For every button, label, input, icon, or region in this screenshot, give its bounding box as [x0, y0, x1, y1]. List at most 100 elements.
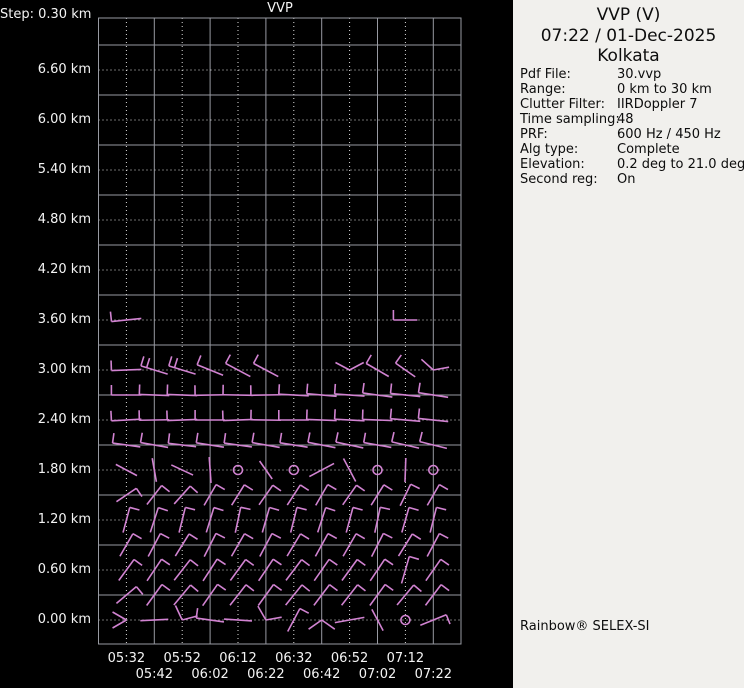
wind-barb-tick: [135, 487, 143, 498]
wind-barb-shaft: [203, 533, 217, 557]
wind-barb-tick: [161, 558, 171, 566]
wind-barb-shaft: [149, 507, 160, 533]
wind-barb-shaft: [147, 533, 162, 557]
field-value: IIRDoppler 7: [617, 97, 698, 112]
wind-barb-shaft: [374, 507, 381, 533]
wind-barb-shaft: [224, 442, 252, 448]
wind-barb-tick: [409, 555, 420, 561]
wind-barb-shaft: [146, 584, 163, 606]
wind-barb-shaft: [196, 364, 224, 376]
wind-barb-tick: [188, 533, 198, 540]
wind-barb-shaft: [340, 584, 359, 606]
wind-barb-shaft: [286, 608, 301, 632]
wind-barb-shaft: [174, 533, 190, 557]
wind-barb-tick: [362, 432, 367, 443]
wind-shaft-bent: [433, 366, 450, 371]
wind-barb-tick: [356, 484, 366, 492]
wind-barb-tick: [329, 583, 338, 592]
wind-barb-tick: [272, 484, 282, 492]
wind-barb-tick: [269, 506, 280, 512]
wind-barb-tick: [243, 484, 254, 491]
x-tick-label: 07:02: [358, 667, 397, 682]
wind-barb-shaft: [139, 393, 170, 397]
panel-field-row: Pdf File: 30.vvp: [513, 67, 744, 82]
wind-barb-tick: [408, 506, 419, 512]
wind-barb-shaft: [251, 441, 280, 449]
wind-barb-shaft: [390, 417, 421, 423]
wind-barb-tick: [111, 433, 115, 444]
wind-barb-shaft: [342, 484, 358, 506]
wind-barb-tick: [195, 608, 199, 619]
wind-barb-shaft: [342, 533, 357, 557]
x-tick-label: 06:52: [330, 651, 369, 666]
wind-barb-tick: [109, 311, 113, 322]
wind-barb-shaft: [111, 418, 142, 422]
y-tick-label: 3.00 km: [37, 362, 91, 377]
wind-barb-shaft: [362, 392, 393, 398]
x-tick-label: 06:32: [275, 651, 313, 666]
wind-shaft-bent: [181, 615, 198, 621]
calm-circle-marker: [372, 464, 383, 476]
wind-barb-tick: [224, 354, 232, 364]
wind-barb-shaft: [112, 442, 141, 448]
wind-barb-shaft: [285, 559, 303, 581]
wind-barb-tick: [161, 583, 171, 592]
field-value: 30.vvp: [617, 67, 662, 82]
wind-barb-shaft: [286, 533, 302, 557]
field-value: 0 km to 30 km: [617, 82, 712, 97]
wind-shaft-bent: [308, 619, 323, 630]
wind-shaft-bent: [265, 616, 282, 621]
wind-barb-shaft: [426, 533, 441, 557]
wind-barb-tick: [335, 432, 339, 443]
wind-barb-shaft: [279, 442, 308, 448]
wind-barb-tick: [252, 354, 259, 364]
field-label: Range:: [520, 82, 566, 97]
wind-barb-shaft: [261, 507, 271, 533]
y-tick-label: 6.60 km: [37, 62, 91, 77]
wind-shaft-bent: [174, 605, 183, 621]
wind-barb-shaft: [201, 583, 219, 607]
field-value: 48: [617, 112, 634, 127]
wind-barb-shaft: [418, 417, 449, 423]
wind-barb-shaft: [369, 584, 386, 606]
panel-field-list: Pdf File: 30.vvp Range: 0 km to 30 km Clutte…: [513, 67, 744, 187]
step-label: Step: 0.30 km: [0, 7, 92, 22]
calm-circle-marker: [400, 614, 411, 626]
wind-barb-shaft: [253, 362, 279, 378]
wind-barb-tick: [145, 357, 151, 368]
wind-shaft: [404, 457, 407, 483]
wind-barb-shaft: [250, 393, 281, 397]
wind-shaft: [223, 618, 253, 622]
wind-barb-shaft: [419, 440, 448, 450]
wind-barb-tick: [439, 532, 449, 539]
wind-barb-tick: [438, 483, 449, 491]
wind-barb-shaft: [119, 533, 134, 557]
x-tick-label: 06:42: [302, 667, 341, 682]
wind-barb-tick: [383, 484, 393, 491]
wind-barb-tick: [440, 583, 450, 592]
wind-barb-shaft: [278, 393, 309, 397]
calm-circle-marker: [427, 464, 439, 476]
field-label: Elevation:: [520, 157, 585, 172]
wind-barb-shaft: [314, 533, 329, 557]
wind-barb-shaft: [146, 485, 163, 505]
wind-barb-tick: [299, 607, 310, 614]
wind-barb-shaft: [259, 533, 273, 557]
wind-barb-tick: [445, 614, 451, 625]
wind-barb-tick: [384, 583, 394, 592]
chart-title: VVP: [267, 1, 293, 16]
wind-barb-shaft: [196, 617, 225, 623]
wind-barb-tick: [352, 506, 363, 511]
field-value: Complete: [617, 142, 680, 157]
wind-barb-shaft: [315, 484, 329, 506]
wind-barb-tick: [189, 559, 199, 567]
wind-barb-shaft: [370, 533, 385, 557]
wind-barb-tick: [189, 485, 199, 494]
wind-barb-shaft: [313, 584, 331, 606]
wind-shaft-bent: [112, 619, 127, 629]
wind-barb-shaft: [365, 362, 390, 378]
panel-field-row: Alg type: Complete: [513, 142, 744, 157]
wind-barb-tick: [135, 586, 144, 595]
wind-barb-shaft: [168, 365, 196, 375]
wind-shaft-bent: [112, 611, 127, 621]
